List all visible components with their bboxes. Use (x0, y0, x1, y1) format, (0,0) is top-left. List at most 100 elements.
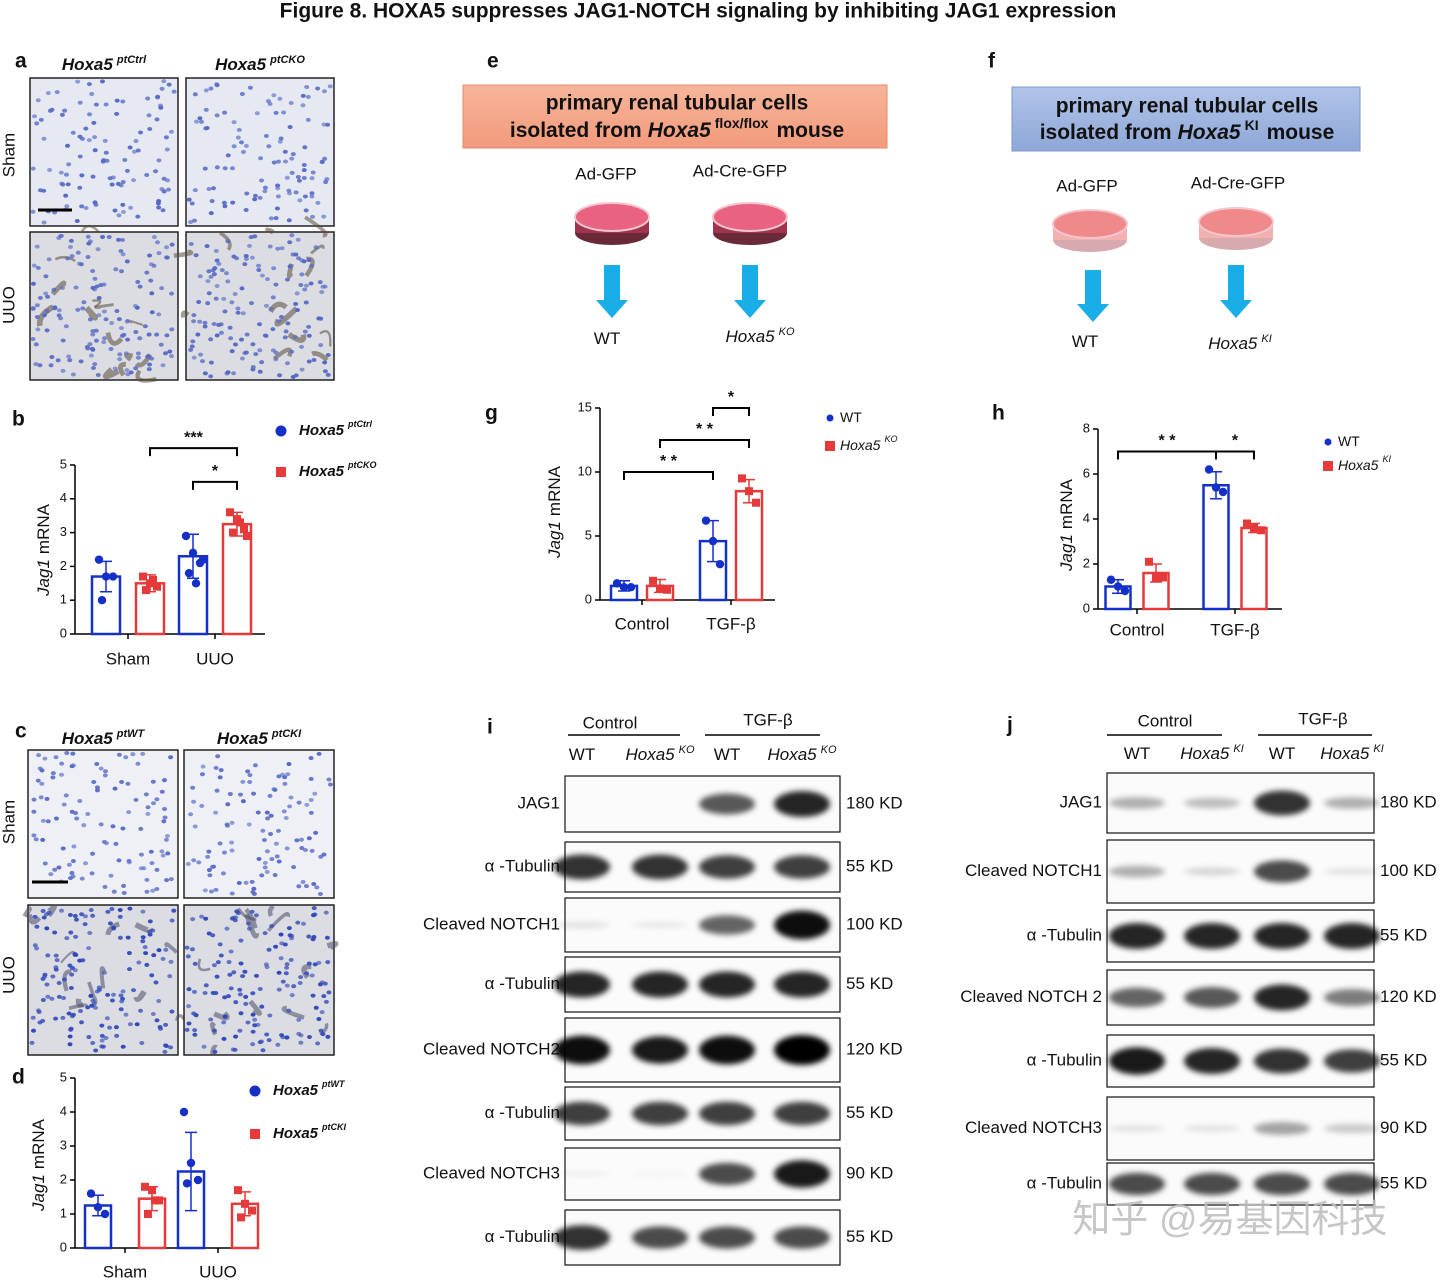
nucleus (276, 774, 282, 779)
nucleus (167, 349, 173, 354)
nucleus (112, 366, 118, 371)
nucleus (257, 987, 263, 992)
lane-label: WT (569, 745, 595, 764)
nucleus (131, 988, 137, 993)
data-point (701, 516, 711, 525)
nucleus (208, 211, 214, 216)
nucleus (100, 234, 106, 239)
nucleus (162, 1049, 168, 1054)
nucleus (245, 921, 251, 926)
nucleus (61, 802, 67, 807)
nucleus (165, 178, 171, 183)
nucleus (148, 278, 154, 283)
nucleus (68, 985, 74, 990)
band (1254, 1172, 1310, 1196)
nucleus (133, 139, 139, 144)
nucleus (222, 995, 228, 1000)
nucleus (156, 199, 162, 204)
nucleus (40, 908, 46, 913)
band (1109, 922, 1165, 950)
nucleus (221, 200, 227, 205)
nucleus (249, 255, 255, 260)
nucleus (104, 158, 110, 163)
nucleus (60, 846, 66, 851)
nucleus (95, 372, 101, 377)
nucleus (166, 82, 172, 87)
band (1254, 922, 1310, 950)
band (1324, 1172, 1380, 1196)
x-tick-label: UUO (199, 1262, 237, 1280)
nucleus (149, 310, 155, 315)
y-tick-label: 0 (1083, 600, 1090, 615)
nucleus (49, 355, 55, 360)
nucleus (86, 1035, 92, 1040)
stain (62, 969, 72, 992)
nucleus (244, 332, 250, 337)
nucleus (154, 1018, 160, 1023)
nucleus (305, 117, 311, 122)
nucleus (190, 917, 196, 922)
nucleus (190, 339, 196, 344)
nucleus (235, 135, 241, 140)
band (554, 854, 610, 880)
nucleus (193, 1013, 199, 1018)
nucleus (200, 764, 206, 769)
nucleus (192, 218, 198, 223)
nucleus (289, 349, 295, 354)
data-point (191, 579, 201, 588)
nucleus (45, 953, 51, 958)
significance-bracket (1117, 450, 1217, 460)
nucleus (189, 201, 195, 206)
nucleus (87, 342, 93, 347)
nucleus (169, 327, 175, 332)
nucleus (35, 1008, 41, 1013)
nucleus (208, 1017, 214, 1022)
box-text: primary renal tubular cells (546, 92, 809, 115)
nucleus (94, 284, 100, 289)
nucleus (67, 244, 73, 249)
data-point (240, 525, 248, 534)
superscript: KI (1373, 743, 1383, 755)
legend-label: WT (840, 409, 862, 425)
nucleus (114, 309, 120, 314)
band (1109, 865, 1165, 878)
superscript: ptWT (321, 1079, 346, 1089)
nucleus (164, 255, 170, 260)
size-label: 55 KD (1380, 1050, 1427, 1069)
nucleus (45, 91, 51, 96)
protein-label: α -Tubulin (1027, 925, 1102, 944)
nucleus (138, 852, 144, 857)
legend-label: WT (1338, 433, 1360, 449)
nucleus (73, 917, 79, 922)
nucleus (48, 363, 54, 368)
nucleus (159, 789, 165, 794)
nucleus (308, 776, 314, 781)
data-point (1106, 575, 1116, 584)
nucleus (224, 371, 230, 376)
nucleus (237, 987, 243, 992)
nucleus (77, 100, 83, 105)
nucleus (299, 837, 305, 842)
nucleus (169, 291, 175, 296)
nucleus (252, 197, 258, 202)
nucleus (264, 849, 270, 854)
nucleus (144, 962, 150, 967)
y-axis-label: Jag1 mRNA (29, 1118, 48, 1212)
nucleus (35, 98, 41, 103)
text: mRNA (34, 503, 53, 554)
nucleus (205, 279, 211, 284)
nucleus (145, 96, 151, 101)
band (774, 1035, 830, 1065)
nucleus (30, 281, 36, 286)
nucleus (111, 889, 117, 894)
data-point (101, 572, 111, 581)
y-tick-label: 5 (60, 456, 67, 471)
gene-name: Hoxa5 (1178, 121, 1241, 144)
nucleus (323, 910, 329, 915)
nucleus (184, 1027, 190, 1032)
nucleus (90, 332, 96, 337)
nucleus (55, 358, 61, 363)
nucleus (321, 214, 327, 219)
nucleus (105, 909, 111, 914)
